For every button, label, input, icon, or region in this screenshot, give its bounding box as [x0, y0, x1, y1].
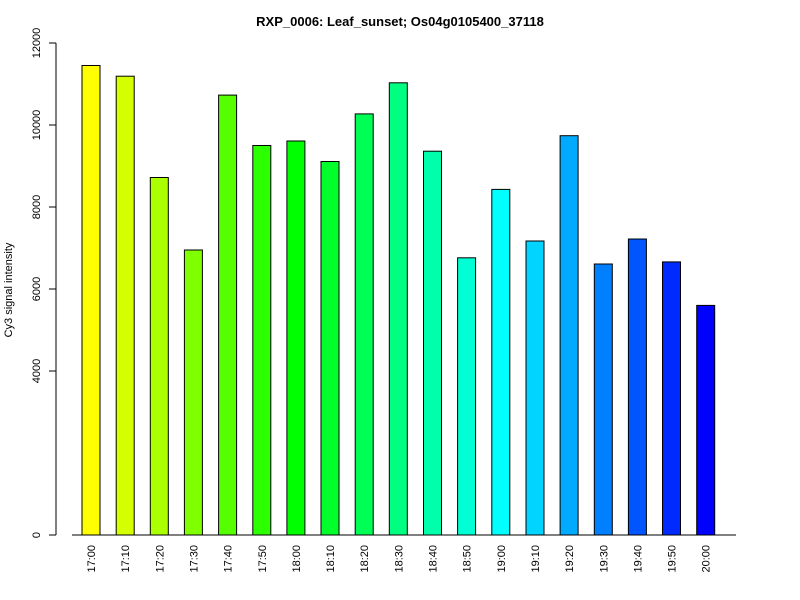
x-tick-label: 18:00 — [291, 545, 303, 573]
x-tick-label: 18:10 — [325, 545, 337, 573]
chart-title: RXP_0006: Leaf_sunset; Os04g0105400_3711… — [256, 14, 544, 29]
bar-1750 — [252, 145, 272, 536]
x-tick-label: 19:00 — [496, 545, 508, 573]
y-tick-label: 0 — [31, 532, 43, 538]
bar-1830 — [388, 82, 408, 536]
x-tick-label: 19:20 — [564, 545, 576, 573]
y-axis: 0 4000 6000 8000 10000 12000 — [31, 28, 57, 538]
bar-1950 — [662, 261, 681, 536]
x-tick-label: 17:20 — [154, 545, 166, 573]
x-tick-label: 19:50 — [667, 545, 679, 573]
bar-1940 — [627, 238, 647, 536]
x-tick-label: 18:30 — [393, 545, 405, 573]
bar-1740 — [218, 94, 238, 536]
y-tick-label: 12000 — [31, 28, 43, 59]
bar-1920 — [559, 135, 579, 536]
bar-1730 — [183, 249, 203, 536]
x-tick-label: 17:10 — [120, 545, 132, 573]
x-tick-label: 17:30 — [188, 545, 200, 573]
bar-1800 — [286, 140, 306, 536]
x-tick-label: 18:40 — [428, 545, 440, 573]
bar-2000 — [696, 304, 716, 536]
bar-1710 — [115, 75, 135, 536]
y-tick-label: 10000 — [31, 110, 43, 141]
bar-1820 — [354, 113, 374, 536]
bar-1840 — [423, 150, 442, 536]
bar-1850 — [457, 257, 477, 536]
x-tick-label: 20:00 — [701, 545, 713, 573]
bar-1720 — [149, 177, 169, 536]
bar-1700 — [81, 65, 101, 536]
y-axis-label: Cy3 signal intensity — [3, 242, 15, 337]
x-tick-label: 19:40 — [632, 545, 644, 573]
bar-1810 — [320, 161, 340, 536]
x-tick-label: 17:40 — [223, 545, 235, 573]
x-tick-label: 19:10 — [530, 545, 542, 573]
x-axis-labels: 17:00 17:10 17:20 17:30 17:40 17:50 18:00 18:10… — [86, 545, 713, 573]
bar-1910 — [525, 240, 545, 536]
x-tick-label: 18:20 — [359, 545, 371, 573]
y-tick-label: 8000 — [31, 195, 43, 219]
x-tick-label: 17:50 — [257, 545, 269, 573]
x-tick-label: 17:00 — [86, 545, 98, 573]
y-tick-label: 4000 — [31, 359, 43, 383]
bars-group — [81, 65, 716, 536]
bar-1900 — [491, 188, 511, 536]
x-tick-label: 19:30 — [598, 545, 610, 573]
y-tick-label: 6000 — [31, 277, 43, 301]
x-tick-label: 18:50 — [462, 545, 474, 573]
bar-1930 — [593, 263, 613, 536]
